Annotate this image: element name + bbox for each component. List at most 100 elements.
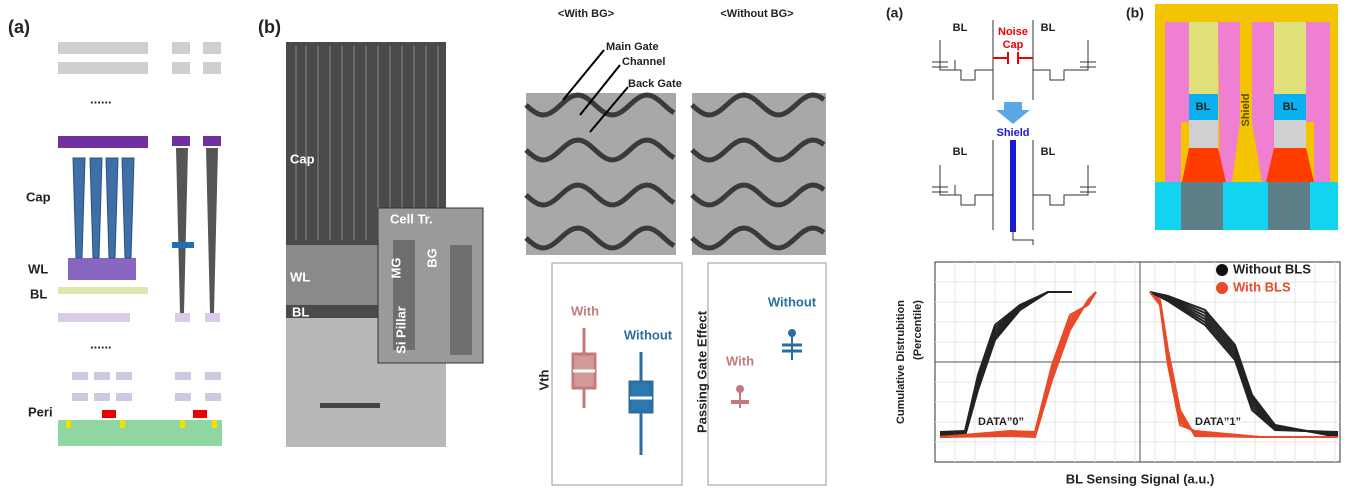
panel-a-layers: BL [30, 286, 47, 301]
g-shape [72, 372, 221, 401]
circuit-top-bl: BL [1041, 22, 1056, 34]
rect-shape [175, 313, 190, 322]
g-shape [993, 52, 1033, 64]
circuit-top-cap: Cap [1003, 39, 1024, 51]
panel-b-layers: Cap [290, 151, 315, 166]
rect-shape [1189, 120, 1218, 148]
circuit-bottom-shield: Shield [996, 127, 1029, 139]
rect-shape [203, 42, 221, 54]
tem-titles: <Without BG> [720, 8, 793, 20]
panel-a-dots: ...... [90, 336, 112, 351]
cdf-annotations: DATA”1” [1195, 416, 1241, 428]
circle-shape [737, 386, 743, 392]
path-shape [940, 40, 993, 80]
rect-shape [193, 410, 207, 418]
rect-shape [172, 62, 190, 74]
circle-shape [789, 330, 795, 336]
circuit-top-bl: BL [953, 22, 968, 34]
path-shape [176, 148, 188, 313]
panel-b-inset: Si Pillar [393, 306, 408, 354]
circuit-bottom-bl: BL [953, 146, 968, 158]
tem-callouts: Back Gate [628, 78, 682, 90]
rect-shape [66, 420, 71, 428]
cdf-legend: Without BLS [1233, 261, 1311, 276]
rect-shape [58, 62, 148, 74]
rect-shape [1274, 22, 1306, 94]
g-shape [782, 330, 802, 360]
g-shape [630, 352, 652, 455]
path-shape [1033, 40, 1088, 80]
rect-shape [58, 136, 148, 148]
rect-shape [94, 372, 110, 380]
rect-shape [212, 420, 217, 428]
rect-shape [203, 62, 221, 74]
cross-section-bl: BL [1196, 101, 1211, 113]
cdf-annotations: DATA”0” [978, 416, 1024, 428]
rect-shape [58, 287, 148, 294]
rect-shape [205, 393, 221, 401]
rect-shape [175, 393, 191, 401]
tem-callouts: Channel [622, 56, 665, 68]
circuit-label: (a) [886, 5, 903, 21]
rect-shape [72, 393, 88, 401]
rect-shape [450, 245, 472, 355]
circle-shape [1216, 282, 1228, 294]
rect-shape [116, 393, 132, 401]
cross-section-shield: Shield [1240, 93, 1252, 126]
rect-shape [320, 403, 380, 408]
rect-shape [1189, 22, 1218, 94]
rect-shape [1181, 182, 1223, 230]
vth-plot-axis: Vth [536, 369, 551, 390]
rect-shape [102, 410, 116, 418]
rect-shape [58, 420, 222, 446]
rect-shape [1004, 102, 1022, 111]
panel-b-layers: BL [292, 304, 309, 319]
rect-shape [1274, 120, 1306, 148]
rect-shape [116, 372, 132, 380]
cdf-y-axis: Cumulative Distrubition [895, 300, 907, 424]
path-shape [106, 158, 118, 258]
g-shape [573, 328, 595, 408]
g-shape [731, 386, 749, 408]
rect-shape [72, 372, 88, 380]
rect-shape [58, 42, 148, 54]
panel-a-layers: Peri [28, 404, 53, 419]
circuit-bottom-bl: BL [1041, 146, 1056, 158]
figure: (a) ...... Cap WL BL ...... Peri (b) Cap… [0, 0, 1349, 489]
panel-b-label: (b) [258, 17, 281, 37]
rect-shape [120, 420, 125, 428]
path-shape [1013, 232, 1033, 245]
cross-section-bl: BL [1283, 101, 1298, 113]
circuit-top-noise: Noise [998, 26, 1028, 38]
rect-shape [175, 372, 191, 380]
rect-shape [58, 313, 130, 322]
rect-shape [68, 258, 136, 280]
path-shape [940, 165, 993, 205]
g-shape [73, 158, 134, 258]
circle-shape [1216, 264, 1228, 276]
rect-shape [172, 242, 194, 248]
path-shape [90, 158, 102, 258]
panel-b-inset: BG [424, 248, 439, 268]
path-shape [122, 158, 134, 258]
panel-a-layers: Cap [26, 189, 51, 204]
cdf-legend: With BLS [1233, 279, 1291, 294]
pge-plot-groups: With [726, 353, 754, 368]
tem-titles: <With BG> [558, 8, 614, 20]
panel-b-inset: Cell Tr. [390, 211, 433, 226]
path-shape [206, 148, 218, 313]
rect-shape [172, 42, 190, 54]
rect-shape [94, 393, 110, 401]
cdf-x-axis: BL Sensing Signal (a.u.) [1066, 471, 1215, 486]
path-shape [1033, 165, 1088, 205]
rect-shape [172, 136, 190, 146]
path-shape [1266, 148, 1314, 182]
panel-b-inset: MG [388, 258, 403, 279]
vth-plot-groups: Without [624, 327, 673, 342]
panel-a-layers: WL [28, 261, 48, 276]
cross-section-label: (b) [1126, 5, 1144, 21]
cdf-y-axis: (Percentile) [912, 300, 924, 360]
rect-shape [203, 136, 221, 146]
rect-shape [205, 372, 221, 380]
path-shape [73, 158, 85, 258]
